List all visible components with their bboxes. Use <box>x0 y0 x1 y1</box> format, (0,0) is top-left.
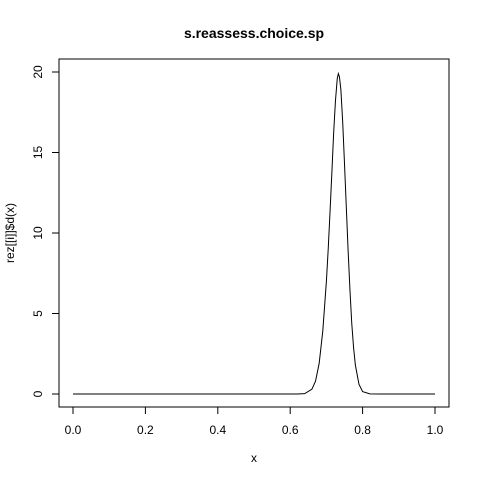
density-line <box>73 71 435 395</box>
chart-title: s.reassess.choice.sp <box>184 25 324 41</box>
y-tick-label: 10 <box>31 226 45 240</box>
plot-frame <box>58 58 450 408</box>
y-axis: 0 5 10 15 20 <box>31 65 60 397</box>
y-tick-label: 5 <box>31 310 45 317</box>
x-tick-label: 0.0 <box>65 423 82 437</box>
y-tick-label: 15 <box>31 146 45 160</box>
y-tick-label: 0 <box>31 390 45 397</box>
series-layer <box>73 71 435 395</box>
x-tick-label: 0.8 <box>354 423 371 437</box>
y-tick-label: 20 <box>31 65 45 79</box>
x-tick-label: 1.0 <box>427 423 444 437</box>
x-tick-label: 0.2 <box>137 423 154 437</box>
x-tick-label: 0.4 <box>209 423 226 437</box>
x-axis-label: x <box>251 451 257 465</box>
y-axis-label: rez[[i]]$d(x) <box>3 203 17 263</box>
x-axis: 0.0 0.2 0.4 0.6 0.8 1.0 <box>65 406 444 437</box>
x-tick-label: 0.6 <box>282 423 299 437</box>
